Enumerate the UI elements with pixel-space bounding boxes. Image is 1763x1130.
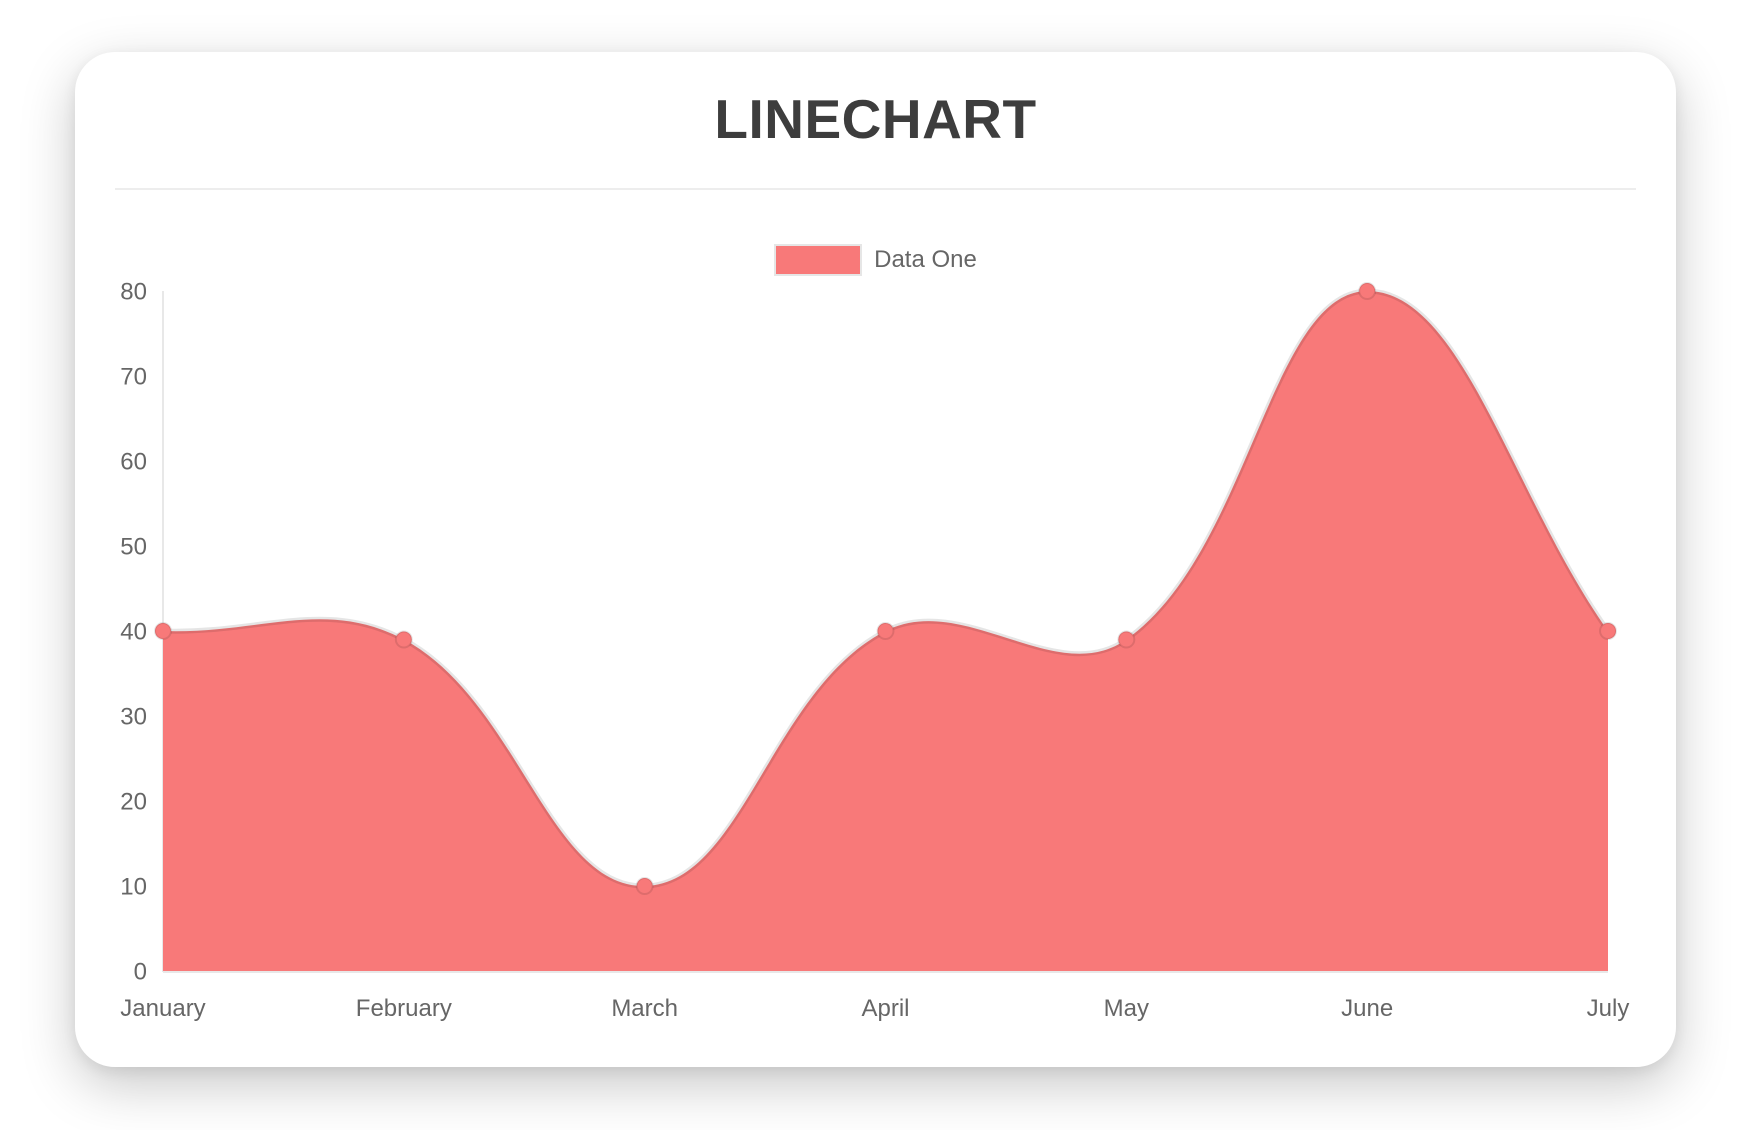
chart-title: LINECHART xyxy=(714,88,1037,150)
data-point-january[interactable] xyxy=(154,622,172,640)
data-point-march[interactable] xyxy=(635,877,654,895)
y-tick-label-70: 70 xyxy=(120,364,147,391)
y-tick-label-50: 50 xyxy=(120,534,147,561)
legend-swatch xyxy=(774,244,863,276)
data-point-february[interactable] xyxy=(394,630,413,649)
x-tick-label-february: February xyxy=(356,995,452,1022)
x-tick-label-june: June xyxy=(1341,995,1393,1022)
title-divider xyxy=(115,188,1636,190)
y-tick-label-30: 30 xyxy=(120,704,147,731)
x-tick-label-march: March xyxy=(611,995,678,1022)
x-tick-label-april: April xyxy=(861,995,909,1022)
series-line xyxy=(160,288,1611,889)
y-tick-label-10: 10 xyxy=(120,874,147,901)
chart-legend: Data One xyxy=(75,244,1676,276)
x-tick-label-january: January xyxy=(120,995,205,1022)
x-tick-label-july: July xyxy=(1587,995,1630,1022)
data-point-may[interactable] xyxy=(1117,630,1136,649)
legend-label: Data One xyxy=(874,246,977,273)
data-point-june[interactable] xyxy=(1358,282,1377,300)
y-tick-label-0: 0 xyxy=(134,959,147,986)
y-tick-label-20: 20 xyxy=(120,789,147,816)
y-tick-label-60: 60 xyxy=(120,449,147,476)
y-tick-label-80: 80 xyxy=(120,279,147,306)
data-point-july[interactable] xyxy=(1599,622,1617,640)
x-tick-label-may: May xyxy=(1104,995,1149,1022)
chart-card: LINECHART Data One 0 10 20 30 40 50 60 70 80 Janu… xyxy=(75,52,1676,1067)
legend-item-data-one[interactable]: Data One xyxy=(774,244,977,276)
y-tick-label-40: 40 xyxy=(120,619,147,646)
data-point-april[interactable] xyxy=(876,622,895,640)
line-chart-canvas[interactable]: 0 10 20 30 40 50 60 70 80 January February March Apr… xyxy=(75,52,1676,1067)
